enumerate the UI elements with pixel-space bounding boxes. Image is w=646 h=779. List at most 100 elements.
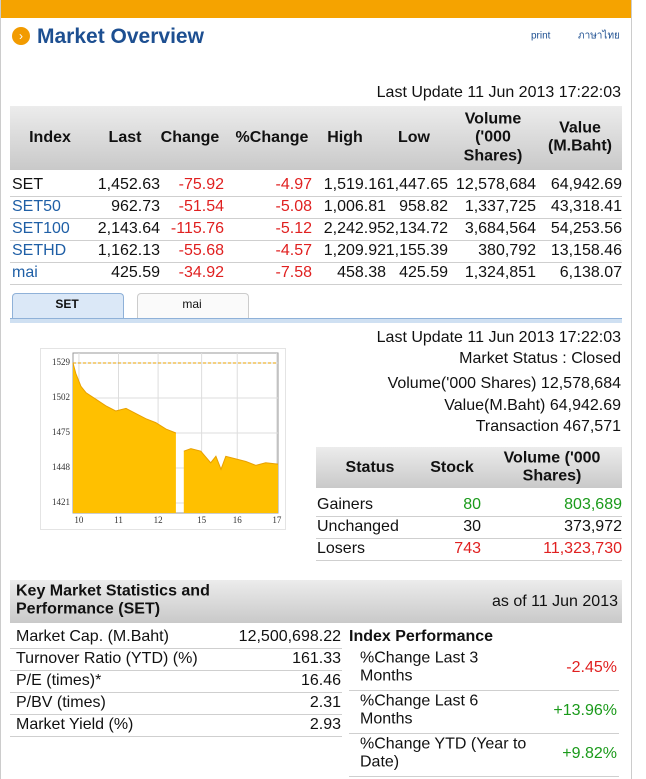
- stat-value: 2.31: [309, 693, 341, 711]
- cell: 1,447.65: [385, 175, 448, 193]
- stat-label: P/BV (times): [16, 693, 106, 711]
- performance-value: +9.82%: [562, 744, 617, 762]
- status-label: Gainers: [317, 495, 374, 513]
- y-tick-label: 1502: [52, 392, 70, 402]
- index-name: SET: [12, 175, 44, 193]
- cell: 1,519.16: [323, 175, 386, 193]
- stat-label: P/E (times)*: [16, 671, 102, 689]
- chart-frame: 1421 1448 1475 1502 1529 10 11 12 15 16 17: [40, 348, 286, 530]
- row-separator: [10, 692, 342, 693]
- row-separator: [10, 240, 622, 241]
- stats-title: Key Market Statistics and Performance (S…: [16, 582, 210, 618]
- cell: -7.58: [275, 263, 312, 281]
- market-info: Transaction 467,571: [475, 417, 621, 435]
- column-header: Stock: [430, 458, 474, 476]
- stock-count: 30: [463, 517, 481, 535]
- cell: -4.97: [275, 175, 312, 193]
- cell: 425.59: [111, 263, 160, 281]
- cell: 43,318.41: [550, 197, 622, 215]
- cell: 2,242.95: [323, 219, 386, 237]
- x-tick-label: 11: [114, 515, 123, 525]
- stat-value: 2.93: [309, 715, 341, 733]
- status-label: Unchanged: [317, 517, 399, 535]
- performance-label: %Change Last 3 Months: [360, 649, 479, 685]
- column-header: Change: [160, 128, 220, 146]
- status-volume: 11,323,730: [543, 539, 622, 557]
- cell: 1,324,851: [464, 263, 536, 281]
- cell: 458.38: [337, 263, 386, 281]
- stat-value: 12,500,698.22: [238, 627, 341, 645]
- market-info: Market Status : Closed: [459, 349, 621, 367]
- cell: 425.59: [399, 263, 448, 281]
- index-name[interactable]: SETHD: [12, 241, 67, 259]
- row-separator: [10, 262, 622, 263]
- column-header: Volume ('000 Shares): [503, 449, 601, 485]
- price-line: [183, 448, 279, 471]
- row-separator: [10, 670, 342, 671]
- column-header: Status: [345, 458, 395, 476]
- right-border: [631, 0, 632, 779]
- column-header: Index: [29, 128, 71, 146]
- row-separator: [316, 538, 622, 539]
- as-of: as of 11 Jun 2013: [491, 592, 618, 610]
- y-tick-label: 1475: [52, 427, 71, 437]
- tab-set[interactable]: [12, 293, 124, 318]
- cell: 380,792: [478, 241, 536, 259]
- performance-label: %Change YTD (Year to Date): [360, 735, 527, 771]
- column-header: %Change: [235, 128, 309, 146]
- performance-value: +13.96%: [553, 701, 617, 719]
- column-header: High: [327, 128, 363, 146]
- tab-label[interactable]: mai: [182, 297, 202, 312]
- performance-title: Index Performance: [349, 627, 494, 645]
- index-name[interactable]: mai: [12, 263, 38, 281]
- cell: -5.12: [275, 219, 312, 237]
- cell: 1,006.81: [323, 197, 386, 215]
- price-line: [72, 362, 177, 434]
- cell: 12,578,684: [455, 175, 536, 193]
- left-border: [0, 0, 1, 779]
- y-tick-label: 1448: [52, 462, 71, 472]
- cell: 13,158.46: [550, 241, 622, 259]
- performance-value: -2.45%: [566, 658, 617, 676]
- index-name[interactable]: SET100: [12, 219, 70, 237]
- x-tick-label: 16: [233, 515, 243, 525]
- tab-underline: [10, 318, 622, 323]
- row-separator: [10, 284, 622, 285]
- tab-label[interactable]: SET: [55, 297, 79, 312]
- last-update: Last Update 11 Jun 2013 17:22:03: [376, 83, 621, 101]
- stat-label: Market Cap. (M.Baht): [16, 627, 169, 645]
- language-link[interactable]: ภาษาไทย: [578, 30, 620, 42]
- x-tick-label: 12: [154, 515, 163, 525]
- index-name[interactable]: SET50: [12, 197, 61, 215]
- row-separator: [10, 714, 342, 715]
- row-separator: [316, 516, 622, 517]
- cell: -55.68: [178, 241, 224, 259]
- cell: 54,253.56: [550, 219, 622, 237]
- status-volume: 803,689: [564, 495, 622, 513]
- cell: -75.92: [178, 175, 224, 193]
- chart: 1421 1448 1475 1502 1529 10 11 12 15 16 17: [52, 352, 282, 525]
- x-tick-label: 17: [272, 515, 282, 525]
- cell: -51.54: [178, 197, 224, 215]
- column-header: Low: [398, 128, 430, 146]
- stats-header-bg: [10, 580, 622, 623]
- cell: 2,143.64: [97, 219, 160, 237]
- cell: 6,138.07: [559, 263, 622, 281]
- cell: 962.73: [111, 197, 160, 215]
- area-fill: [73, 363, 176, 513]
- top-bar: [0, 0, 632, 18]
- print-link[interactable]: print: [531, 30, 551, 42]
- cell: 64,942.69: [550, 175, 622, 193]
- last-update: Last Update 11 Jun 2013 17:22:03: [376, 328, 621, 346]
- column-header: Last: [108, 128, 142, 146]
- stat-label: Turnover Ratio (YTD) (%): [16, 649, 198, 667]
- stat-value: 16.46: [300, 671, 341, 689]
- status-volume: 373,972: [564, 517, 622, 535]
- area-fill: [183, 448, 278, 513]
- cell: -34.92: [178, 263, 224, 281]
- tab-mai[interactable]: [137, 293, 249, 318]
- page-title: Market Overview: [37, 24, 204, 48]
- cell: 1,162.13: [97, 241, 160, 259]
- status-header-bg: [316, 447, 622, 488]
- cell: 1,337,725: [464, 197, 536, 215]
